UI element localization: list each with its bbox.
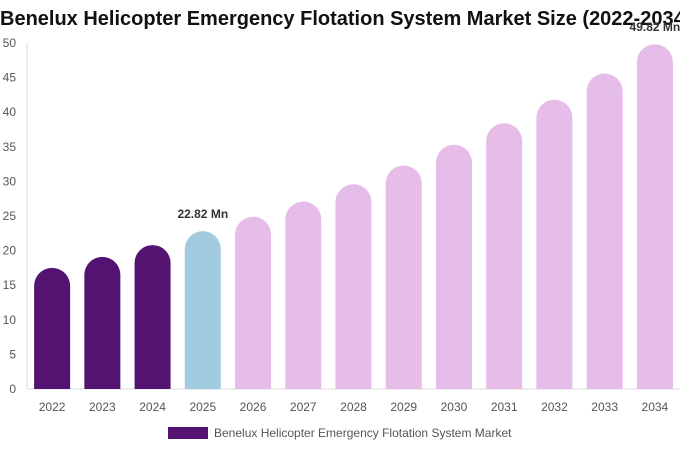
bar-2031 — [486, 123, 523, 389]
bar-2023 — [84, 256, 121, 389]
x-tick-label: 2033 — [591, 400, 618, 414]
data-label-2034: 49.82 Mn — [630, 20, 680, 34]
x-tick-label: 2024 — [139, 400, 166, 414]
x-tick-label: 2023 — [89, 400, 116, 414]
bar-2030 — [435, 144, 472, 389]
bar-2032 — [536, 99, 573, 389]
bar-2029 — [385, 165, 422, 389]
y-tick-label: 40 — [3, 105, 17, 119]
chart-title: Benelux Helicopter Emergency Flotation S… — [0, 8, 680, 30]
legend-label: Benelux Helicopter Emergency Flotation S… — [214, 426, 512, 440]
x-tick-label: 2022 — [39, 400, 66, 414]
y-tick-label: 15 — [3, 278, 17, 292]
y-tick-label: 30 — [3, 174, 17, 188]
x-tick-label: 2025 — [189, 400, 216, 414]
x-tick-label: 2030 — [441, 400, 468, 414]
chart-legend: Benelux Helicopter Emergency Flotation S… — [168, 424, 511, 442]
bar-2033 — [586, 73, 623, 389]
bar-2024 — [134, 245, 171, 389]
x-tick-label: 2031 — [491, 400, 518, 414]
bar-2026 — [235, 216, 272, 389]
y-tick-label: 10 — [3, 313, 17, 327]
x-tick-label: 2026 — [240, 400, 267, 414]
x-tick-label: 2032 — [541, 400, 568, 414]
x-tick-label: 2034 — [642, 400, 669, 414]
y-tick-label: 0 — [9, 382, 16, 396]
x-tick-label: 2028 — [340, 400, 367, 414]
data-label-2025: 22.82 Mn — [177, 207, 228, 221]
y-tick-label: 35 — [3, 140, 17, 154]
y-tick-label: 25 — [3, 209, 17, 223]
y-tick-label: 20 — [3, 244, 17, 258]
y-tick-label: 45 — [3, 71, 17, 85]
legend-swatch — [168, 427, 208, 439]
bar-2022 — [34, 267, 71, 389]
x-tick-label: 2027 — [290, 400, 317, 414]
bar-2027 — [285, 201, 322, 389]
y-tick-label: 5 — [9, 347, 16, 361]
bar-2025 — [184, 231, 221, 389]
x-tick-label: 2029 — [390, 400, 417, 414]
y-tick-label: 50 — [3, 36, 17, 50]
bar-2034 — [636, 44, 673, 389]
bar-2028 — [335, 184, 372, 389]
